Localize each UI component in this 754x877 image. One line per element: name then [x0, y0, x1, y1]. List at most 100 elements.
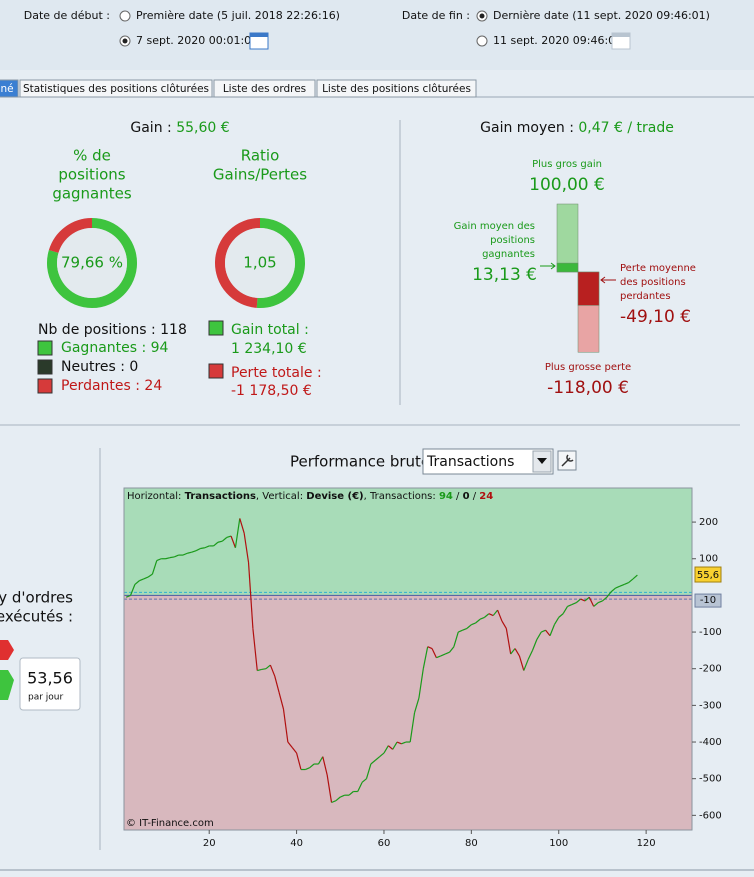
- equity-segment: [174, 554, 179, 558]
- tab[interactable]: [19, 79, 213, 98]
- y-tick-label: -500: [699, 774, 722, 785]
- legend-swatch: [37, 340, 53, 356]
- equity-segment: [331, 800, 337, 804]
- value: -49,10 €: [620, 307, 691, 327]
- equity-segment: [165, 557, 171, 560]
- tab-label: Liste des positions clôturées: [322, 83, 471, 95]
- equity-segment: [462, 627, 468, 631]
- equity-segment: [282, 708, 289, 743]
- label: oy d'ordres: [0, 589, 73, 607]
- equity-segment: [413, 697, 420, 713]
- x-tick-label: 120: [637, 838, 656, 849]
- calendar-top: [612, 33, 630, 37]
- equity-segment: [291, 747, 298, 754]
- tab[interactable]: [0, 79, 19, 98]
- equity-segment: [217, 540, 223, 543]
- label: exécutés :: [0, 608, 73, 626]
- equity-segment: [374, 756, 380, 761]
- equity-segment: [602, 596, 608, 602]
- legend-part: 94: [439, 491, 453, 502]
- equity-segment: [361, 778, 367, 783]
- equity-segment: [549, 624, 555, 636]
- legend-part: 0: [463, 491, 470, 502]
- equity-segment: [274, 675, 280, 693]
- tab[interactable]: [213, 79, 316, 98]
- equity-segment: [370, 759, 376, 765]
- equity-segment: [396, 741, 402, 745]
- equity-segment: [440, 653, 446, 657]
- gain-zone: [124, 488, 692, 596]
- radio-label: Dernière date (11 sept. 2020 09:46:01): [493, 9, 710, 22]
- equity-segment: [322, 756, 328, 776]
- equity-segment: [458, 629, 463, 633]
- legend-swatch: [37, 359, 53, 375]
- value: 100,00 €: [529, 175, 605, 195]
- legend-part: Transactions: [185, 491, 256, 502]
- loss-zone: [124, 595, 692, 830]
- stat: 1 234,10 €: [231, 341, 307, 357]
- x-tick-label: 80: [465, 838, 478, 849]
- label: des positions: [620, 277, 686, 288]
- legend-part: Devise (€): [306, 491, 363, 502]
- equity-segment: [340, 794, 345, 798]
- x-tick-label: 20: [203, 838, 216, 849]
- equity-segment: [278, 692, 285, 710]
- equity-segment: [632, 574, 638, 580]
- equity-segment: [471, 622, 476, 626]
- equity-segment: [125, 594, 131, 598]
- equity-segment: [501, 620, 507, 629]
- reference-box: [694, 593, 722, 608]
- equity-segment: [453, 631, 459, 647]
- stat: -1 178,50 €: [231, 383, 312, 399]
- stat: Perte totale :: [231, 365, 322, 381]
- orders-box: [19, 657, 81, 711]
- label: Date de fin :: [402, 9, 470, 22]
- equity-segment: [169, 556, 175, 559]
- radio[interactable]: [476, 35, 488, 47]
- equity-segment: [139, 578, 144, 582]
- equity-segment: [545, 629, 551, 637]
- equity-segment: [510, 648, 516, 655]
- y-tick-label: 200: [699, 517, 718, 528]
- equity-segment: [431, 648, 437, 658]
- radio[interactable]: [119, 10, 131, 22]
- label: Perte moyenne: [620, 263, 696, 274]
- equity-segment: [213, 541, 219, 547]
- equity-segment: [357, 782, 363, 792]
- equity-segment: [479, 616, 485, 620]
- stat: Neutres : 0: [61, 359, 138, 375]
- unit: par jour: [28, 693, 64, 703]
- legend-part: /: [453, 491, 463, 502]
- donut-win: [47, 218, 137, 308]
- equity-segment: [392, 741, 398, 750]
- title: positions: [58, 166, 125, 184]
- equity-segment: [195, 547, 201, 552]
- value: 53,56: [27, 669, 73, 688]
- dropdown[interactable]: [422, 448, 554, 475]
- equity-segment: [492, 609, 499, 616]
- equity-segment: [234, 518, 241, 548]
- equity-segment: [317, 756, 324, 765]
- equity-segment: [593, 602, 599, 607]
- equity-segment: [571, 602, 577, 606]
- equity-segment: [541, 629, 546, 633]
- avg-line: Gain moyen : 0,47 € / trade: [480, 120, 674, 136]
- gain-label: Gain :: [130, 120, 176, 136]
- equity-segment: [624, 582, 629, 585]
- equity-segment: [619, 583, 625, 587]
- radio-dot: [479, 13, 485, 19]
- tab[interactable]: [316, 79, 477, 98]
- legend-part: , Transactions:: [364, 491, 439, 502]
- equity-segment: [143, 576, 149, 580]
- label: Date de début :: [24, 9, 110, 22]
- legend-part: Horizontal:: [127, 491, 185, 502]
- equity-segment: [597, 600, 603, 604]
- donut-loss: [48, 218, 93, 254]
- equity-segment: [484, 613, 490, 618]
- legend-part: , Vertical:: [256, 491, 306, 502]
- chart-title: Performance brute: [290, 453, 430, 471]
- equity-segment: [287, 741, 293, 748]
- gain-value: 55,60 €: [176, 120, 229, 136]
- y-tick-label: -300: [699, 700, 722, 711]
- label: Gain moyen des: [454, 221, 535, 232]
